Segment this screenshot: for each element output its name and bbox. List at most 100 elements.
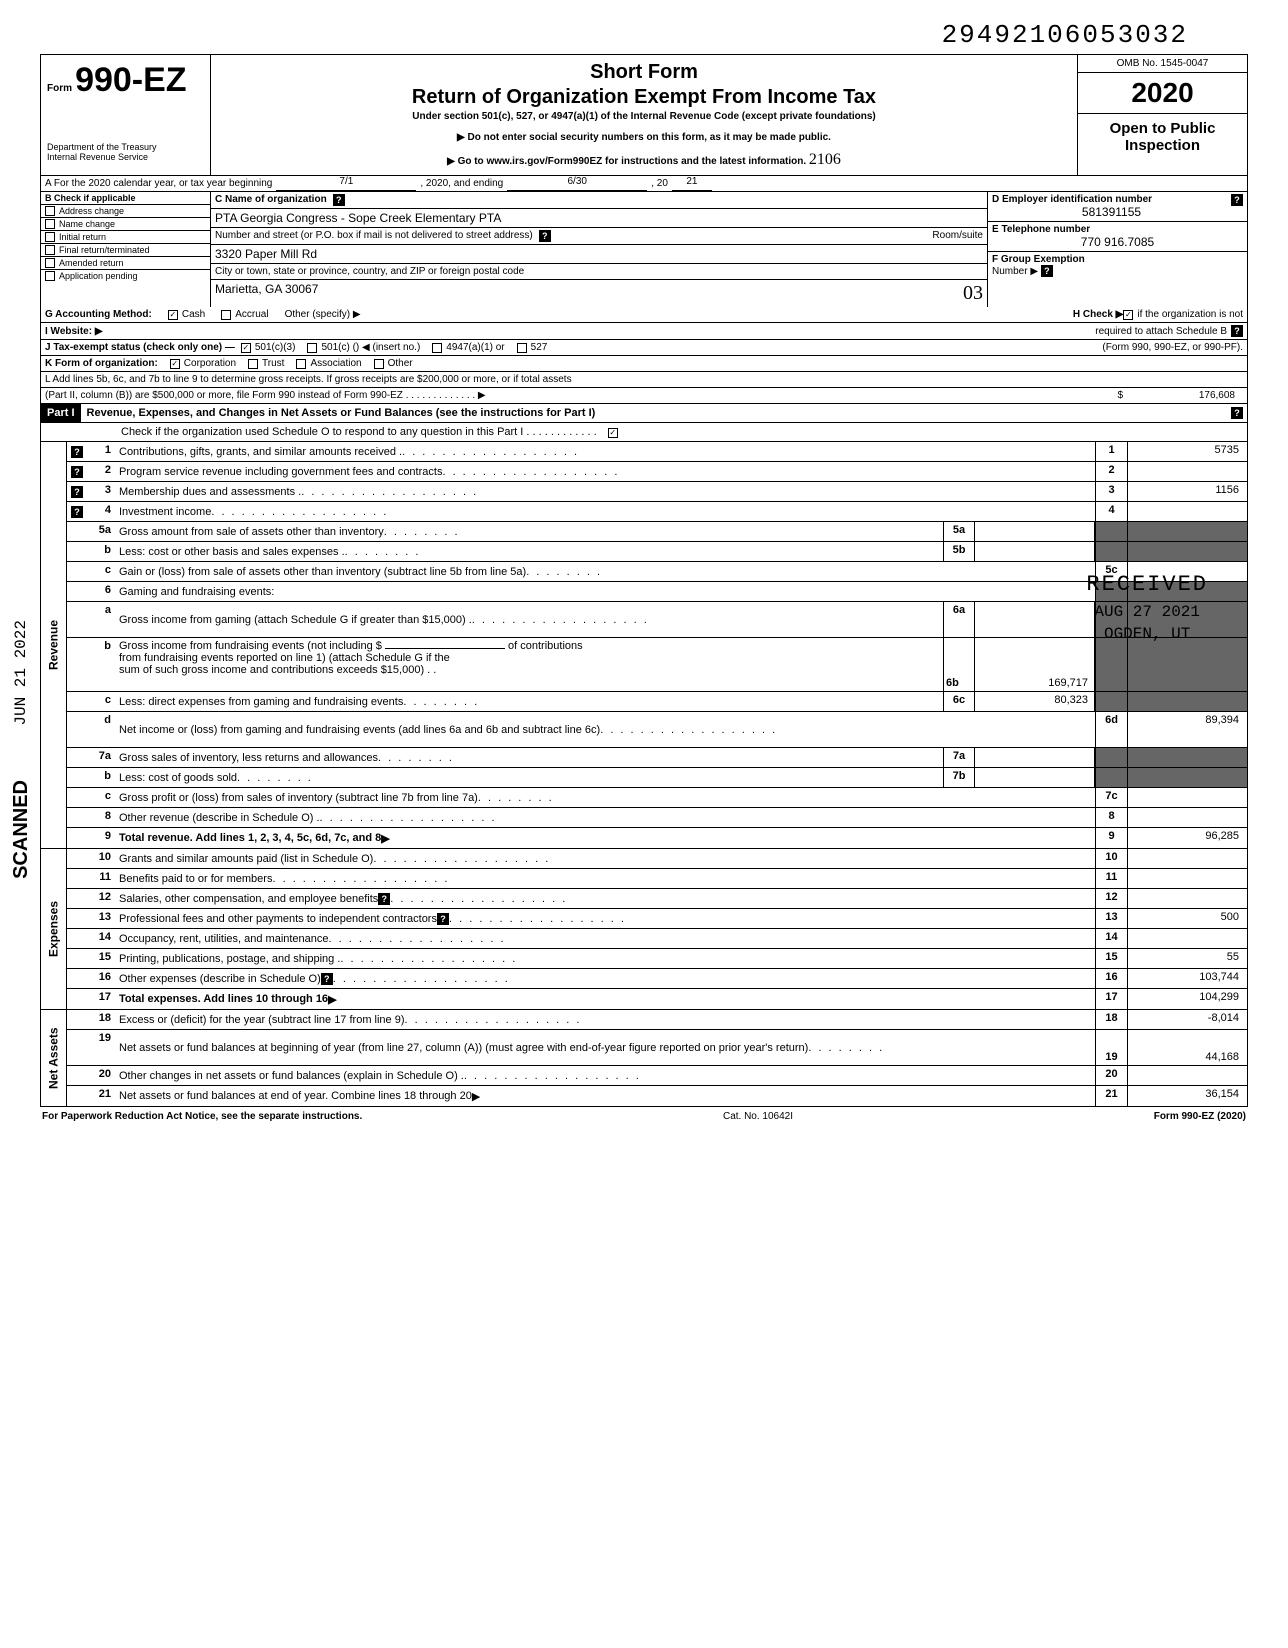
e-value: 770 916.7085 — [992, 235, 1243, 249]
title-main: Return of Organization Exempt From Incom… — [221, 86, 1067, 109]
j-501c: 501(c) ( — [321, 342, 355, 353]
line-val: 104,299 — [1127, 989, 1247, 1009]
revenue-section: Revenue ? 1 Contributions, gifts, grants… — [40, 442, 1248, 849]
k-label: K Form of organization: — [45, 358, 158, 369]
row-k: K Form of organization: ✓Corporation Tru… — [40, 356, 1248, 372]
chk-name-change[interactable]: Name change — [41, 218, 210, 231]
checkbox-accrual[interactable] — [221, 310, 231, 320]
footer: For Paperwork Reduction Act Notice, see … — [40, 1107, 1248, 1126]
l-text2: (Part II, column (B)) are $500,000 or mo… — [45, 390, 1117, 401]
row-l-2: (Part II, column (B)) are $500,000 or mo… — [40, 388, 1248, 404]
title-subtitle: Under section 501(c), 527, or 4947(a)(1)… — [221, 111, 1067, 122]
checkbox-501c[interactable] — [307, 343, 317, 353]
chk-address-change[interactable]: Address change — [41, 205, 210, 218]
line-21: 21 Net assets or fund balances at end of… — [67, 1086, 1247, 1106]
d-value: 581391155 — [992, 205, 1243, 219]
line-num: 4 — [87, 502, 115, 521]
help-icon[interactable]: ? — [539, 230, 551, 242]
chk-application-pending[interactable]: Application pending — [41, 270, 210, 282]
mini-num: 5b — [943, 542, 975, 561]
checkbox-h[interactable]: ✓ — [1123, 310, 1133, 320]
checkbox-4947[interactable] — [432, 343, 442, 353]
chk-initial-return[interactable]: Initial return — [41, 231, 210, 244]
shade — [1127, 638, 1247, 691]
checkbox-trust[interactable] — [248, 359, 258, 369]
mini-num: 6a — [943, 602, 975, 637]
line-desc: Investment income — [115, 502, 1095, 521]
line-19: 19 Net assets or fund balances at beginn… — [67, 1030, 1247, 1066]
line-box: 18 — [1095, 1010, 1127, 1029]
l-text1: L Add lines 5b, 6c, and 7b to line 9 to … — [45, 374, 1243, 385]
chk-amended-return[interactable]: Amended return — [41, 257, 210, 270]
chk-final-return[interactable]: Final return/terminated — [41, 244, 210, 257]
help-icon[interactable]: ? — [1231, 194, 1243, 206]
line-val: 5735 — [1127, 442, 1247, 461]
help-icon[interactable]: ? — [71, 486, 83, 498]
line-desc: Gross profit or (loss) from sales of inv… — [115, 788, 1095, 807]
mini-num: 6c — [943, 692, 975, 711]
line-desc: Gain or (loss) from sale of assets other… — [115, 562, 1095, 581]
row-i: I Website: ▶ required to attach Schedule… — [40, 323, 1248, 340]
line-7a: 7a Gross sales of inventory, less return… — [67, 748, 1247, 768]
help-icon[interactable]: ? — [333, 194, 345, 206]
checkbox-icon — [45, 232, 55, 242]
line-desc: Gross sales of inventory, less returns a… — [115, 748, 943, 767]
l6b-1: Gross income from fundraising events (no… — [119, 640, 382, 652]
part1-label: Part I — [41, 404, 81, 422]
help-icon[interactable]: ? — [1231, 407, 1243, 419]
line-desc: Gaming and fundraising events: — [115, 582, 1095, 601]
line-1: ? 1 Contributions, gifts, grants, and si… — [67, 442, 1247, 462]
footer-right: Form 990-EZ (2020) — [1154, 1111, 1246, 1122]
help-icon[interactable]: ? — [1041, 265, 1053, 277]
chk-label: Final return/terminated — [59, 245, 150, 255]
checkbox-assoc[interactable] — [296, 359, 306, 369]
checkbox-other[interactable] — [374, 359, 384, 369]
line-num: a — [87, 602, 115, 637]
line-box: 20 — [1095, 1066, 1127, 1085]
l6b-3: from fundraising events reported on line… — [119, 652, 450, 664]
help-icon[interactable]: ? — [378, 893, 390, 905]
row-c-addr-label: Number and street (or P.O. box if mail i… — [211, 228, 987, 245]
line-val — [1127, 1066, 1247, 1085]
j-527: 527 — [531, 342, 548, 353]
handwritten-2106: 2106 — [809, 151, 841, 168]
form-number-col: Form 990-EZ Department of the Treasury I… — [41, 55, 211, 175]
line-12: 12 Salaries, other compensation, and emp… — [67, 889, 1247, 909]
checkbox-501c3[interactable]: ✓ — [241, 343, 251, 353]
shade — [1127, 768, 1247, 787]
help-icon[interactable]: ? — [1231, 325, 1243, 337]
year-col: OMB No. 1545-0047 2020 Open to Public In… — [1077, 55, 1247, 175]
addr-value: 3320 Paper Mill Rd — [215, 247, 317, 261]
l-amount: 176,608 — [1123, 390, 1243, 401]
line-num: 19 — [87, 1030, 115, 1065]
help-icon[interactable]: ? — [321, 973, 333, 985]
line-desc: Grants and similar amounts paid (list in… — [115, 849, 1095, 868]
help-icon[interactable]: ? — [71, 466, 83, 478]
checkbox-corp[interactable]: ✓ — [170, 359, 180, 369]
line-num: c — [87, 692, 115, 711]
row-a-yr: 21 — [672, 176, 712, 191]
checkbox-527[interactable] — [517, 343, 527, 353]
footer-mid: Cat. No. 10642I — [723, 1111, 793, 1122]
checkbox-cash[interactable]: ✓ — [168, 310, 178, 320]
open-to-public: Open to Public Inspection — [1078, 114, 1247, 160]
row-c-city-val: Marietta, GA 30067 03 — [211, 280, 987, 307]
row-a-begin: 7/1 — [276, 176, 416, 191]
mini-val: 169,717 — [975, 638, 1095, 691]
line-desc: Less: cost of goods sold — [115, 768, 943, 787]
help-icon[interactable]: ? — [437, 913, 449, 925]
col-b-title: B Check if applicable — [41, 192, 210, 205]
row-a-yr-prefix: , 20 — [647, 176, 672, 191]
line-val: 103,744 — [1127, 969, 1247, 988]
checkbox-schedule-o[interactable]: ✓ — [608, 428, 618, 438]
line-num: 13 — [87, 909, 115, 928]
row-a-mid: , 2020, and ending — [416, 176, 507, 191]
line-desc: Other changes in net assets or fund bala… — [115, 1066, 1095, 1085]
line-box: 9 — [1095, 828, 1127, 848]
help-icon[interactable]: ? — [71, 446, 83, 458]
line-num: 2 — [87, 462, 115, 481]
help-icon[interactable]: ? — [71, 506, 83, 518]
shade — [1127, 542, 1247, 561]
row-c-addr-val: 3320 Paper Mill Rd — [211, 245, 987, 264]
line-6b: b Gross income from fundraising events (… — [67, 638, 1247, 692]
